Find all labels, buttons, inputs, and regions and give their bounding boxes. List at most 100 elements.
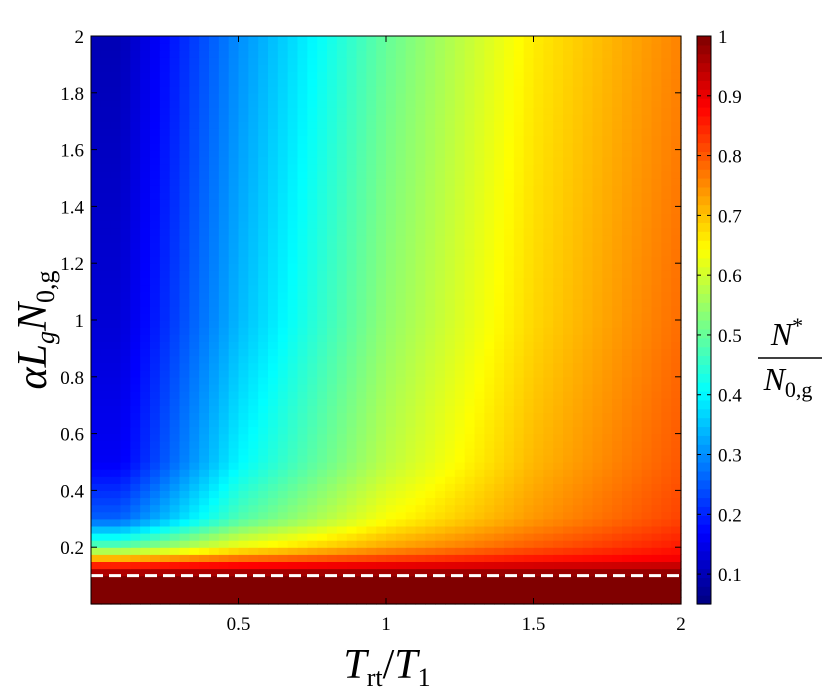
heatmap-cell	[150, 192, 161, 200]
heatmap-cell	[543, 341, 554, 349]
heatmap-cell	[287, 107, 299, 115]
heatmap-cell	[189, 490, 200, 499]
heatmap-cell	[159, 92, 171, 101]
heatmap-cell	[228, 305, 240, 314]
heatmap-cell	[435, 426, 446, 435]
heatmap-cell	[366, 554, 377, 562]
heatmap-cell	[553, 419, 564, 428]
heatmap-cell	[622, 128, 633, 136]
heatmap-cell	[553, 178, 564, 186]
heatmap-cell	[189, 412, 200, 420]
heatmap-cell	[307, 582, 318, 591]
heatmap-cell	[494, 256, 505, 264]
heatmap-cell	[533, 305, 544, 314]
heatmap-cell	[563, 263, 574, 271]
heatmap-cell	[622, 376, 633, 385]
heatmap-cell	[287, 554, 299, 562]
heatmap-cell	[327, 454, 338, 463]
heatmap-cell	[504, 249, 515, 257]
heatmap-cell	[651, 178, 662, 186]
colorbar-swatch	[697, 107, 711, 117]
heatmap-cell	[100, 355, 112, 364]
heatmap-cell	[179, 383, 190, 392]
heatmap-cell	[415, 305, 426, 314]
heatmap-cell	[209, 227, 220, 236]
heatmap-cell	[582, 234, 594, 243]
heatmap-cell	[563, 540, 574, 548]
heatmap-cell	[366, 497, 377, 506]
heatmap-cell	[258, 440, 269, 449]
heatmap-cell	[169, 284, 181, 293]
heatmap-cell	[474, 121, 485, 129]
heatmap-cell	[454, 121, 466, 129]
heatmap-cell	[563, 341, 574, 349]
heatmap-cell	[572, 256, 584, 264]
heatmap-cell	[395, 199, 407, 207]
heatmap-cell	[248, 334, 259, 342]
heatmap-cell	[494, 206, 505, 215]
heatmap-cell	[386, 78, 397, 87]
heatmap-cell	[405, 504, 417, 513]
heatmap-cell	[513, 241, 525, 250]
heatmap-cell	[445, 447, 456, 456]
heatmap-cell	[159, 213, 171, 222]
heatmap-cell	[425, 497, 436, 506]
heatmap-cell	[553, 163, 564, 172]
heatmap-cell	[287, 50, 299, 58]
heatmap-cell	[248, 78, 259, 87]
heatmap-cell	[140, 469, 151, 477]
heatmap-cell	[504, 547, 515, 555]
heatmap-cell	[671, 554, 682, 562]
heatmap-cell	[484, 419, 495, 428]
heatmap-cell	[641, 462, 653, 470]
heatmap-cell	[651, 263, 662, 271]
heatmap-cell	[268, 227, 279, 236]
heatmap-cell	[445, 241, 456, 250]
heatmap-cell	[209, 156, 220, 165]
heatmap-cell	[327, 99, 338, 108]
heatmap-cell	[169, 483, 181, 491]
heatmap-cell	[464, 454, 476, 463]
heatmap-cell	[150, 348, 161, 357]
heatmap-cell	[464, 284, 476, 293]
heatmap-cell	[405, 369, 417, 378]
heatmap-cell	[494, 291, 505, 300]
heatmap-cell	[494, 213, 505, 222]
heatmap-cell	[150, 156, 161, 165]
heatmap-cell	[91, 490, 102, 499]
heatmap-cell	[327, 575, 338, 584]
heatmap-cell	[651, 412, 662, 420]
heatmap-cell	[651, 121, 662, 129]
heatmap-cell	[130, 220, 141, 229]
heatmap-cell	[169, 540, 181, 548]
heatmap-cell	[159, 43, 171, 51]
heatmap-cell	[494, 99, 505, 108]
heatmap-cell	[445, 206, 456, 215]
heatmap-cell	[356, 305, 367, 314]
heatmap-cell	[120, 312, 131, 321]
heatmap-cell	[523, 426, 535, 435]
heatmap-cell	[553, 99, 564, 108]
heatmap-cell	[671, 518, 682, 527]
heatmap-cell	[464, 568, 476, 577]
heatmap-cell	[366, 327, 377, 335]
heatmap-cell	[268, 249, 279, 257]
heatmap-cell	[543, 426, 554, 435]
heatmap-cell	[356, 57, 367, 65]
heatmap-cell	[504, 362, 515, 371]
heatmap-cell	[287, 241, 299, 250]
heatmap-cell	[336, 114, 348, 122]
heatmap-cell	[179, 440, 190, 449]
heatmap-cell	[533, 114, 544, 122]
heatmap-cell	[307, 291, 318, 300]
heatmap-cell	[336, 589, 348, 598]
heatmap-cell	[494, 568, 505, 577]
heatmap-cell	[582, 398, 594, 406]
heatmap-cell	[91, 57, 102, 65]
heatmap-cell	[140, 291, 151, 300]
heatmap-cell	[641, 114, 653, 122]
heatmap-cell	[494, 298, 505, 307]
heatmap-cell	[277, 163, 289, 172]
heatmap-cell	[454, 85, 466, 94]
heatmap-cell	[268, 547, 279, 555]
